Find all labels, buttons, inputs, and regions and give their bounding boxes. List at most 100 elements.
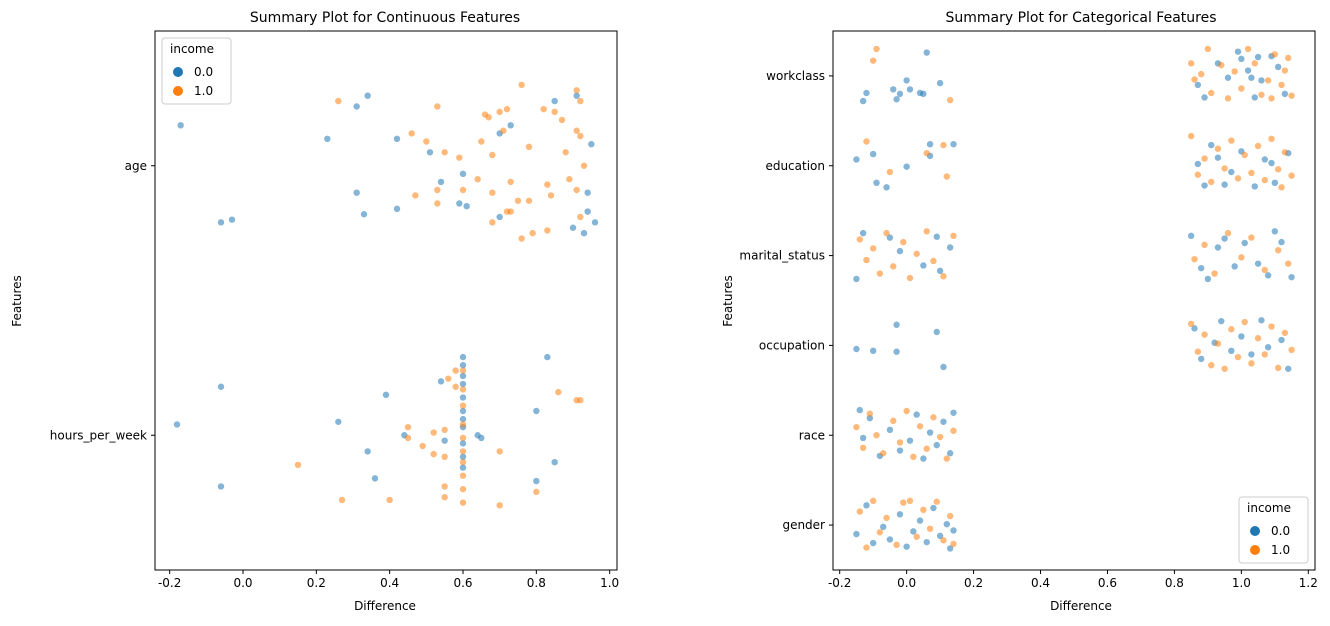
data-point [434,200,441,207]
data-point [1234,353,1242,361]
data-point [496,502,503,509]
data-point [459,407,467,415]
data-point [853,345,860,353]
data-point [573,186,580,194]
data-point [335,418,342,425]
data-point [946,96,954,104]
data-point [540,105,547,113]
legend-title: income [1247,501,1291,515]
data-point [933,441,940,449]
data-point [1191,325,1198,332]
chart-title: Summary Plot for Categorical Features [945,10,1216,26]
data-point [566,176,573,183]
data-point [946,545,954,552]
data-point [863,256,870,264]
data-point [933,233,940,240]
data-point [903,163,910,170]
data-point [866,414,874,422]
data-point [1221,235,1228,242]
data-point [1214,145,1222,152]
data-point [569,224,577,231]
data-point [1274,63,1282,71]
chart-title: Summary Plot for Continuous Features [250,10,520,26]
data-point [459,499,467,506]
data-point [1234,175,1242,182]
data-point [1251,60,1258,67]
data-point [529,229,536,237]
data-point [1208,89,1215,97]
data-point [584,189,591,196]
data-point [1221,365,1228,372]
data-point [412,192,419,199]
data-point [1288,346,1295,354]
data-point [1288,273,1295,281]
data-point [533,477,540,485]
data-point [507,122,514,129]
data-point [1248,234,1255,241]
data-point [1231,263,1238,270]
data-point [903,77,910,84]
legend-marker-0 [173,67,183,77]
data-point [900,238,907,246]
y-tick-label: age [125,159,147,173]
data-point [946,512,954,520]
data-point [1221,165,1228,172]
data-point [1224,74,1232,81]
data-point [923,445,930,452]
data-point [873,179,880,187]
data-point [1288,92,1295,99]
data-point [485,114,492,121]
data-point [547,192,555,199]
data-point [1261,176,1268,184]
data-point [1254,53,1262,61]
data-point [1214,154,1222,161]
data-point [577,397,584,404]
data-point [1197,264,1205,272]
data-point [551,459,558,466]
legend-label-0: 0.0 [1271,524,1290,538]
data-point [883,184,890,191]
data-point [1224,229,1232,237]
data-point [943,520,951,528]
data-point [489,219,496,226]
data-point [525,143,533,151]
data-point [459,353,467,361]
data-point [503,105,511,113]
data-point [1278,336,1285,344]
x-tick-label: 0.8 [527,576,546,590]
data-point [459,472,467,479]
data-point [1194,81,1202,89]
data-point [950,409,957,416]
data-point [478,138,485,145]
data-point [1208,178,1215,186]
x-axis-label: Difference [1050,599,1112,613]
data-point [1221,181,1228,188]
data-point [920,506,927,514]
data-point [1201,331,1208,338]
data-point [910,528,917,535]
x-tick-label: 0.8 [1165,576,1184,590]
data-point [880,523,887,531]
legend: income 0.0 1.0 [1238,496,1309,564]
data-point [916,423,924,430]
data-point [1261,156,1268,163]
data-point [338,496,346,504]
data-point [856,508,863,515]
data-point [950,527,957,534]
data-point [896,439,904,446]
data-point [923,149,930,157]
data-point [1228,326,1235,333]
data-point [217,483,225,490]
data-point [1201,182,1208,189]
data-point [489,189,496,196]
data-point [1271,51,1279,58]
data-point [936,433,944,441]
data-point [324,135,331,142]
x-axis-ticks: -0.2 0.0 0.2 0.4 0.6 0.8 1.0 1.2 [828,570,1318,590]
data-point [859,229,867,237]
data-point [853,275,860,283]
data-point [573,92,580,99]
y-axis-label: Features [721,275,735,327]
data-point [434,186,441,194]
data-point [1271,179,1279,187]
